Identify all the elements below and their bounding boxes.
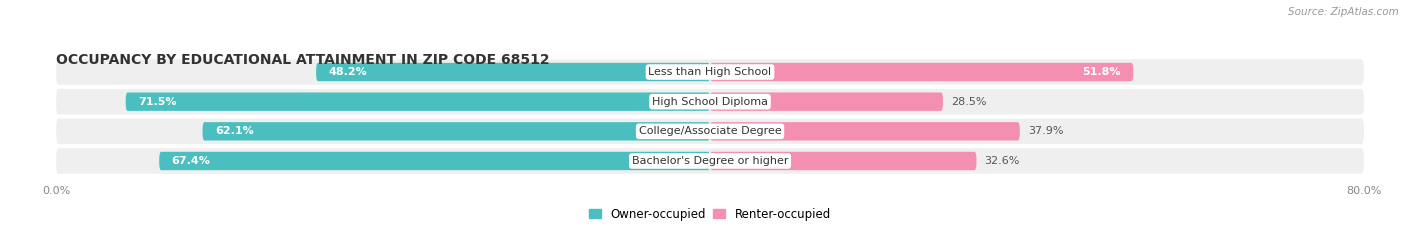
FancyBboxPatch shape (710, 93, 943, 111)
Text: College/Associate Degree: College/Associate Degree (638, 126, 782, 136)
FancyBboxPatch shape (56, 148, 1364, 174)
Text: 67.4%: 67.4% (172, 156, 211, 166)
FancyBboxPatch shape (710, 122, 1019, 140)
Text: Bachelor's Degree or higher: Bachelor's Degree or higher (631, 156, 789, 166)
FancyBboxPatch shape (125, 93, 710, 111)
Text: Less than High School: Less than High School (648, 67, 772, 77)
FancyBboxPatch shape (316, 63, 710, 81)
Text: 48.2%: 48.2% (329, 67, 367, 77)
Legend: Owner-occupied, Renter-occupied: Owner-occupied, Renter-occupied (585, 203, 835, 225)
FancyBboxPatch shape (710, 63, 1133, 81)
Text: 51.8%: 51.8% (1083, 67, 1121, 77)
Text: High School Diploma: High School Diploma (652, 97, 768, 107)
Text: 28.5%: 28.5% (950, 97, 987, 107)
Text: 32.6%: 32.6% (984, 156, 1019, 166)
Text: 71.5%: 71.5% (138, 97, 177, 107)
Text: 37.9%: 37.9% (1028, 126, 1063, 136)
FancyBboxPatch shape (710, 152, 976, 170)
Text: OCCUPANCY BY EDUCATIONAL ATTAINMENT IN ZIP CODE 68512: OCCUPANCY BY EDUCATIONAL ATTAINMENT IN Z… (56, 53, 550, 67)
FancyBboxPatch shape (202, 122, 710, 140)
Text: Source: ZipAtlas.com: Source: ZipAtlas.com (1288, 7, 1399, 17)
FancyBboxPatch shape (159, 152, 710, 170)
FancyBboxPatch shape (56, 59, 1364, 85)
FancyBboxPatch shape (56, 89, 1364, 114)
Text: 62.1%: 62.1% (215, 126, 253, 136)
FancyBboxPatch shape (56, 119, 1364, 144)
